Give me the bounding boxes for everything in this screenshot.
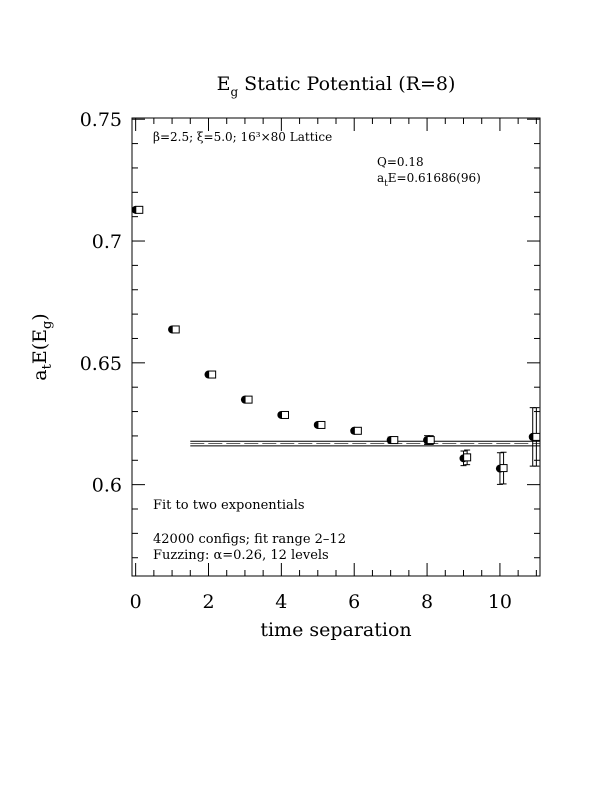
x-tick-label: 6 [348,591,360,613]
chart-title: Eg Static Potential (R=8) [217,73,456,99]
y-tick-label: 0.65 [80,353,122,375]
data-point-square [426,436,435,445]
y-axis-label-part-2: E(E [29,329,51,364]
y-axis-label-part-4: ) [29,313,51,320]
fit-energy-part-1: t [384,179,388,189]
y-tick-label: 0.6 [92,475,122,497]
fit-energy: atE=0.61686(96) [377,171,481,189]
data-point-square [135,205,144,214]
y-axis-label-part-3: g [40,321,55,329]
data-point-square [499,464,508,473]
note-fit-form: Fit to two exponentials [153,498,305,513]
x-tick-label: 0 [130,591,142,613]
x-axis-label: time separation [260,619,411,641]
note-configs: 42000 configs; fit range 2–12 [153,532,346,547]
data-point-square [353,426,362,435]
data-point-square [390,436,399,445]
x-tick-label: 10 [488,591,512,613]
y-axis-label-part-1: t [40,363,55,369]
y-axis-label: atE(Eg) [29,313,55,380]
data-point-square [171,325,180,334]
x-tick-label: 2 [202,591,214,613]
fit-band [190,440,540,447]
data-point-square [244,395,253,404]
chart-title-subscript: g [230,85,238,99]
data-point-square [281,410,289,419]
y-axis-label-part-0: a [29,369,51,380]
y-tick-label: 0.7 [92,231,122,253]
note-fuzzing: Fuzzing: α=0.26, 12 levels [153,548,329,563]
data-point-square [463,453,472,462]
fit-quality: Q=0.18 [377,155,424,169]
lattice-annotation: β=2.5; ξ=5.0; 16³×80 Lattice [153,130,332,144]
tick-labels: 0 2 4 6 8 10 0.6 0.65 0.7 0.75 [80,109,512,613]
data-series [131,205,541,485]
data-point-square [208,370,217,379]
data-point-square [317,420,326,429]
chart-title-main: E [217,73,231,95]
y-tick-label: 0.75 [80,109,122,131]
axis-ticks [132,118,540,576]
x-tick-label: 8 [421,591,433,613]
data-point-square [532,432,541,441]
fit-energy-part-0: a [377,171,384,185]
chart-title-rest: Static Potential (R=8) [238,73,455,95]
x-tick-label: 4 [275,591,287,613]
plot-frame [131,117,541,577]
fit-energy-part-2: E=0.61686(96) [388,171,481,185]
